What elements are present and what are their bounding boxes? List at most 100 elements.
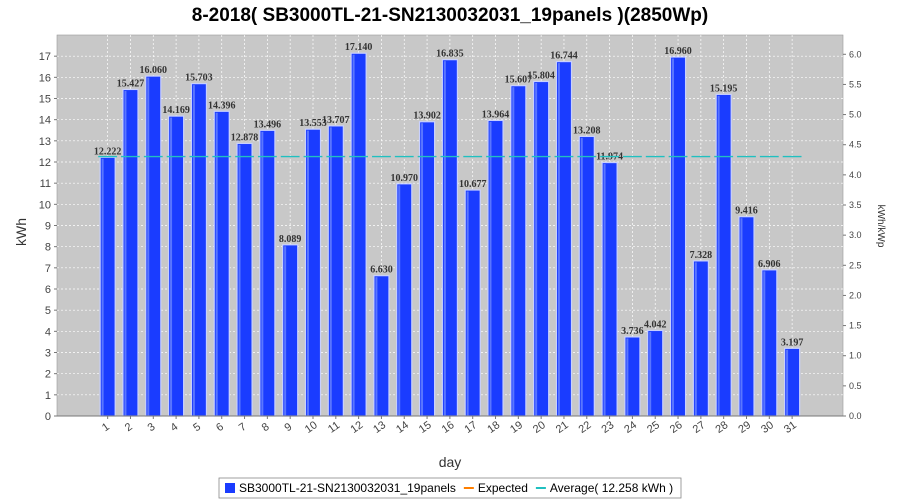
bar-highlight [717,95,720,416]
y-tick-label: 4 [45,326,51,338]
bar-highlight [306,130,309,416]
x-tick-label: 14 [394,419,411,436]
y-tick-label: 11 [40,178,51,190]
bar-highlight [147,77,150,417]
legend-label: Expected [478,481,528,495]
data-label: 16.835 [436,49,464,60]
legend: SB3000TL-21-SN2130032031_19panels Expecte… [218,477,682,499]
bar-highlight [489,121,492,417]
bar-highlight [786,349,789,416]
legend-box [218,477,682,499]
data-label: 15.804 [527,70,555,81]
y-axis-label: kWh [13,218,29,246]
x-tick-label: 12 [348,419,365,436]
data-label: 16.960 [664,46,692,57]
y2-tick-label: 0.5 [849,381,862,391]
bar-highlight [603,164,606,416]
y2-tick-label: 5.5 [849,79,862,89]
data-label: 15.195 [710,83,738,94]
y-tick-label: 15 [39,94,51,106]
x-axis-label: day [439,454,462,470]
data-label: 12.878 [231,132,259,143]
bar-highlight [466,191,469,416]
y-tick-label: 3 [45,348,51,360]
data-label: 13.208 [573,125,601,136]
y2-axis-ticks: 0.0 0.5 1.0 1.5 2.0 2.5 3.0 3.5 4.0 4.5 5.0 5.5 6.0 [843,49,862,421]
bar-highlight [101,158,104,416]
x-tick-label: 21 [554,419,571,436]
data-label: 12.222 [94,146,122,157]
chart-title: 8-2018( SB3000TL-21-SN2130032031_19panel… [192,5,708,26]
y2-axis-label: kWh/kWp [875,205,886,248]
bar-highlight [626,338,629,416]
x-tick-label: 2 [123,421,135,434]
x-tick-label: 22 [577,419,594,436]
x-tick-label: 16 [440,419,457,436]
bar-highlight [124,90,127,417]
x-tick-label: 23 [599,419,616,436]
x-tick-label: 5 [191,421,203,434]
x-axis-ticks: 1 2 3 4 5 6 7 8 9 10 11 12 13 14 15 16 17 18 19 20 21 22 23 24 2… [57,415,843,436]
legend-swatch [225,483,235,493]
x-tick-label: 3 [146,421,158,434]
bar-highlight [512,87,515,417]
y-tick-label: 1 [45,390,51,402]
bar-highlight [421,123,424,416]
y2-tick-label: 6.0 [849,49,862,59]
bar-highlight [352,54,355,416]
data-label: 4.042 [644,319,667,330]
bar-highlight [740,218,743,416]
y2-tick-label: 3.5 [849,200,862,210]
y-tick-label: 6 [45,284,51,296]
x-tick-label: 17 [463,419,480,436]
bar-highlight [580,137,583,416]
x-tick-label: 27 [691,419,708,436]
x-tick-label: 25 [645,419,662,436]
bar-highlight [192,85,195,416]
data-label: 17.140 [345,42,373,53]
data-label: 15.703 [185,73,213,84]
x-tick-label: 24 [622,419,639,436]
data-label: 13.707 [322,115,350,126]
y-tick-label: 17 [39,51,51,63]
data-label: 6.630 [370,265,393,276]
x-tick-label: 13 [371,419,388,436]
data-label: 13.902 [413,111,441,122]
data-label: 13.964 [482,109,510,120]
y2-tick-label: 5.0 [849,110,862,120]
y2-tick-label: 2.0 [849,290,862,300]
bar-highlight [649,331,652,416]
x-tick-label: 18 [485,419,502,436]
x-tick-label: 1 [100,421,112,434]
data-label: 3.197 [781,337,804,348]
y2-tick-label: 1.5 [849,321,862,331]
x-tick-label: 31 [782,419,799,436]
y-tick-label: 8 [45,242,51,254]
bar-highlight [284,246,287,416]
bar-highlight [238,144,241,417]
y2-tick-label: 1.0 [849,351,862,361]
bar-highlight [261,131,264,417]
y2-tick-label: 4.0 [849,170,862,180]
y2-tick-label: 0.0 [849,411,862,421]
legend-label: Average( 12.258 kWh ) [550,481,673,495]
data-label: 13.553 [299,118,327,129]
bar-highlight [375,277,378,416]
data-label: 9.416 [735,206,758,217]
bar-highlight [443,61,446,416]
bar-highlight [557,63,560,417]
data-label: 10.970 [391,173,419,184]
data-label: 14.169 [162,105,190,116]
y-tick-label: 7 [45,263,51,275]
x-tick-label: 6 [214,421,226,434]
x-tick-label: 11 [326,419,342,435]
data-label: 16.744 [550,51,578,62]
y2-tick-label: 2.5 [849,260,862,270]
x-tick-label: 28 [713,419,730,436]
x-tick-label: 9 [283,421,295,434]
y-tick-label: 12 [39,157,51,169]
bar-highlight [329,127,332,416]
y-tick-label: 5 [45,305,51,317]
